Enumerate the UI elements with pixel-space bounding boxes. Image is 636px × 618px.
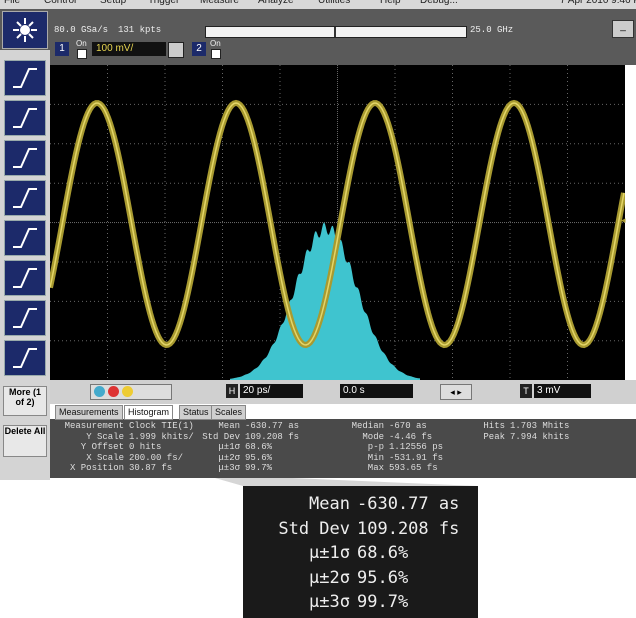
trigger-button[interactable]	[4, 340, 46, 376]
trigger-level[interactable]: 3 mV	[534, 384, 591, 398]
measurement-value: 1.999 khits/	[129, 431, 194, 442]
minimize-button[interactable]: _	[612, 20, 634, 38]
measurement-label: Peak	[483, 431, 505, 442]
measurement-label: X Position	[69, 463, 124, 473]
menu-item[interactable]: Control	[44, 0, 77, 6]
measurement-value: 1.12556 ps	[389, 442, 444, 452]
measurement-value: -670 as	[389, 421, 427, 431]
delete-all-button[interactable]: Delete All	[3, 425, 47, 457]
channel-2-number[interactable]: 2	[192, 42, 206, 56]
channel-1-checkbox[interactable]	[77, 49, 87, 59]
measurement-label: Mean	[218, 421, 240, 431]
measurement-label: μ±1σ	[218, 442, 240, 452]
measurement-value: -630.77 as	[245, 421, 300, 431]
channel-1-state[interactable]: On	[76, 39, 87, 48]
menu-item[interactable]: Analyze	[258, 0, 294, 6]
channel-2-state[interactable]: On	[210, 39, 221, 48]
measurement-label: Min	[367, 452, 384, 463]
run-icon[interactable]	[2, 11, 48, 49]
measurement-value: 7.994 khits	[510, 431, 570, 442]
channel-1-coupling[interactable]	[168, 42, 184, 58]
measurement-label: μ±2σ	[218, 452, 240, 463]
trigger-button[interactable]	[4, 300, 46, 336]
measurement-value: 68.6%	[245, 442, 273, 452]
measurement-value: 109.208 fs	[245, 431, 300, 442]
measurement-value: 99.7%	[245, 463, 273, 473]
zoom-label: Mean	[309, 494, 350, 514]
trigger-button[interactable]	[4, 260, 46, 296]
measurement-value: -4.46 fs	[389, 431, 433, 442]
zoom-value: 109.208 fs	[357, 518, 460, 539]
icon	[13, 18, 37, 42]
more-button[interactable]: More (1 of 2)	[3, 386, 47, 416]
measurement-label: Std Dev	[202, 431, 240, 442]
zoom-box	[243, 486, 478, 618]
time-slider[interactable]	[205, 26, 467, 38]
menu-item[interactable]: Trigger	[148, 0, 180, 6]
trigger-button[interactable]	[4, 180, 46, 216]
delay[interactable]: 0.0 s	[340, 384, 413, 398]
tab[interactable]: Histogram	[124, 405, 174, 420]
measurement-value: -531.91 fs	[389, 452, 444, 463]
zoom-value: -630.77 as	[357, 494, 460, 514]
zoom-value: 68.6%	[357, 543, 409, 563]
trigger-button[interactable]	[4, 140, 46, 176]
horizontal-label: H	[226, 384, 238, 398]
zoom-label: μ±2σ	[309, 567, 350, 588]
channel-2-checkbox[interactable]	[211, 49, 221, 59]
menu-item[interactable]: Help	[380, 0, 401, 6]
channel-1-scale[interactable]: 100 mV/	[92, 42, 166, 56]
channel-1-number[interactable]: 1	[55, 42, 69, 56]
measurement-label: Y Scale	[86, 431, 124, 442]
waveform-highlight	[50, 102, 625, 346]
trigger-label: T	[520, 384, 532, 398]
tab[interactable]: Scales	[211, 405, 247, 420]
measurement-value: Clock TIE(1)	[129, 421, 194, 431]
measurement-label: p-p	[367, 442, 384, 452]
measurement-label: Max	[367, 463, 384, 473]
measurement-label: Hits	[483, 421, 505, 431]
trigger-marker: ◂	[621, 215, 626, 225]
zoom-callout	[215, 478, 478, 618]
time-scale[interactable]: 20 ps/	[240, 384, 303, 398]
waveform-display	[50, 65, 625, 380]
menu-item[interactable]: File	[4, 0, 21, 6]
measurement-value: 30.87 fs	[129, 463, 173, 473]
tab[interactable]: Measurements	[55, 405, 123, 420]
menu-item[interactable]: Utilities	[318, 0, 351, 6]
measurement-value: 593.65 fs	[389, 463, 438, 473]
measurement-value: 200.00 fs/	[129, 452, 184, 463]
zoom-label: μ±3σ	[309, 592, 350, 612]
trigger-button[interactable]	[4, 60, 46, 96]
menu-item[interactable]: Debug...	[420, 0, 458, 6]
zoom-label: μ±1σ	[309, 543, 350, 563]
menu-item[interactable]: Setup	[100, 0, 127, 6]
bandwidth: 25.0 GHz	[470, 25, 514, 35]
measurement-value: 1.703 Mhits	[510, 421, 570, 431]
menu-item[interactable]: Measure	[200, 0, 239, 6]
zoom-value: 99.7%	[357, 592, 409, 612]
tab[interactable]: Status	[179, 405, 213, 420]
menu-bar	[0, 0, 636, 9]
measurement-label: μ±3σ	[218, 463, 240, 473]
color-buttons[interactable]	[90, 384, 172, 400]
zoom-label: Std Dev	[278, 518, 350, 539]
measurement-label: X Scale	[86, 452, 124, 463]
measurement-label: Mode	[362, 431, 384, 442]
trigger-button[interactable]	[4, 100, 46, 136]
menu-item[interactable]: 7 Apr 2010 9:46 PM	[560, 0, 636, 6]
trigger-button[interactable]	[4, 220, 46, 256]
points: 131 kpts	[118, 25, 162, 35]
measurement-label: Measurement	[64, 421, 124, 431]
measurement-label: Median	[351, 421, 384, 431]
delay-arrows[interactable]: ◂ ▸	[440, 384, 472, 400]
measurement-value: 0 hits	[129, 442, 162, 452]
zoom-value: 95.6%	[357, 567, 409, 588]
measurement-value: 95.6%	[245, 452, 273, 463]
measurement-panel	[50, 419, 636, 478]
sample-rate: 80.0 GSa/s	[54, 25, 109, 35]
measurement-label: Y Offset	[80, 442, 124, 452]
